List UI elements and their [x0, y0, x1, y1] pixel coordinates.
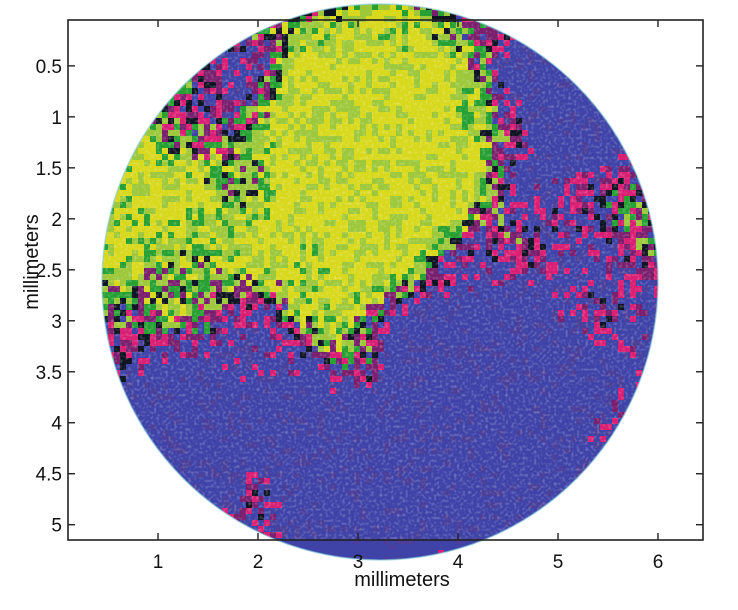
map-cell: [330, 10, 337, 17]
map-cell: [414, 10, 421, 17]
map-cell: [390, 10, 397, 17]
map-cell: [288, 10, 295, 17]
map-cell: [408, 10, 415, 17]
map-cell: [444, 10, 451, 17]
map-cell: [438, 10, 445, 17]
map-cell: [378, 4, 385, 11]
map-cell: [366, 10, 373, 17]
map-cell: [402, 10, 409, 17]
map-cell: [318, 10, 325, 17]
map-cell: [396, 4, 403, 11]
map-cell: [360, 10, 367, 17]
map-cell: [342, 4, 349, 11]
map-cell: [342, 10, 349, 17]
map-cell: [444, 4, 451, 11]
map-cell: [390, 4, 397, 11]
map-cell: [348, 10, 355, 17]
map-cell: [462, 10, 469, 17]
map-cell: [372, 4, 379, 11]
map-cell: [414, 4, 421, 11]
map-region: [102, 4, 658, 560]
map-cell: [426, 10, 433, 17]
map-cell: [408, 4, 415, 11]
map-cell: [354, 10, 361, 17]
map-cell: [360, 4, 367, 11]
map-cell: [324, 10, 331, 17]
map-cell: [378, 10, 385, 17]
map-cell: [402, 4, 409, 11]
map-cell: [432, 10, 439, 17]
map-cell: [336, 10, 343, 17]
map-cell: [384, 10, 391, 17]
map-cell: [372, 10, 379, 17]
map-cell: [366, 4, 373, 11]
map-cell: [354, 4, 361, 11]
map-cell: [312, 10, 319, 17]
map-cell: [348, 4, 355, 11]
map-cell: [312, 4, 319, 11]
map-cell: [384, 4, 391, 11]
map-cell: [420, 10, 427, 17]
map-cell: [396, 10, 403, 17]
map-cell: [438, 4, 445, 11]
